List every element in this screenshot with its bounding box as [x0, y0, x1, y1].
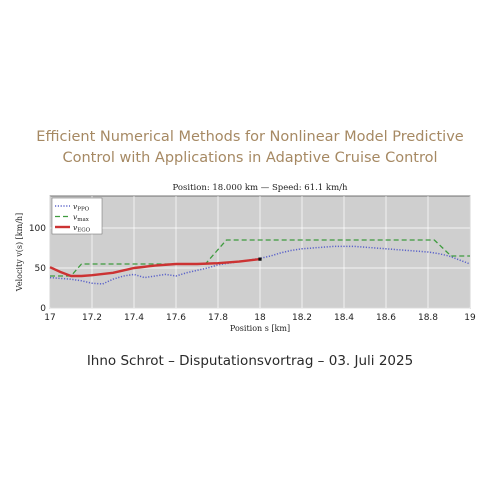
legend-entry: vPPO — [73, 202, 90, 213]
x-axis-label: Position s [km] — [230, 324, 290, 333]
slide-title-line-2: Control with Applications in Adaptive Cr… — [62, 150, 438, 166]
y-tick-label: 50 — [35, 264, 47, 274]
x-tick-label: 17.8 — [208, 313, 228, 323]
legend-entry: vmax — [73, 213, 90, 224]
x-tick-label: 17.4 — [124, 313, 144, 323]
x-tick-label: 18.2 — [292, 313, 312, 323]
x-tick-label: 18.8 — [418, 313, 438, 323]
x-tick-label: 18.6 — [376, 313, 396, 323]
series-line-vppo — [49, 245, 471, 285]
series-group — [49, 239, 471, 285]
grid — [49, 196, 471, 309]
slide-title-line-1: Efficient Numerical Methods for Nonlinea… — [36, 129, 464, 145]
series-line-vego — [49, 257, 261, 278]
legend-entry: vEGO — [73, 223, 91, 234]
current-position-marker — [258, 257, 262, 261]
chart-title: Position: 18.000 km — Speed: 61.1 km/h — [173, 183, 348, 193]
series-line-vmax — [50, 239, 470, 277]
y-tick-labels: 0 50 100 — [29, 224, 46, 314]
x-tick-label: 17.6 — [166, 313, 186, 323]
x-tick-label: 19 — [464, 313, 476, 323]
x-tick-label: 18 — [254, 313, 266, 323]
slide-footer: Ihno Schrot – Disputationsvortrag – 03. … — [86, 353, 414, 369]
x-tick-label: 18.4 — [334, 313, 354, 323]
y-tick-label: 0 — [40, 304, 46, 314]
x-tick-labels: 17 17.2 17.4 17.6 17.8 18 18.2 18.4 18.6 18.8 19 — [44, 313, 476, 323]
slide-title: Efficient Numerical Methods for Nonlinea… — [0, 127, 500, 169]
y-axis-label: Velocity v(s) [km/h] — [15, 213, 24, 292]
x-tick-label: 17.2 — [82, 313, 102, 323]
x-tick-label: 17 — [44, 313, 55, 323]
y-tick-label: 100 — [29, 224, 46, 234]
